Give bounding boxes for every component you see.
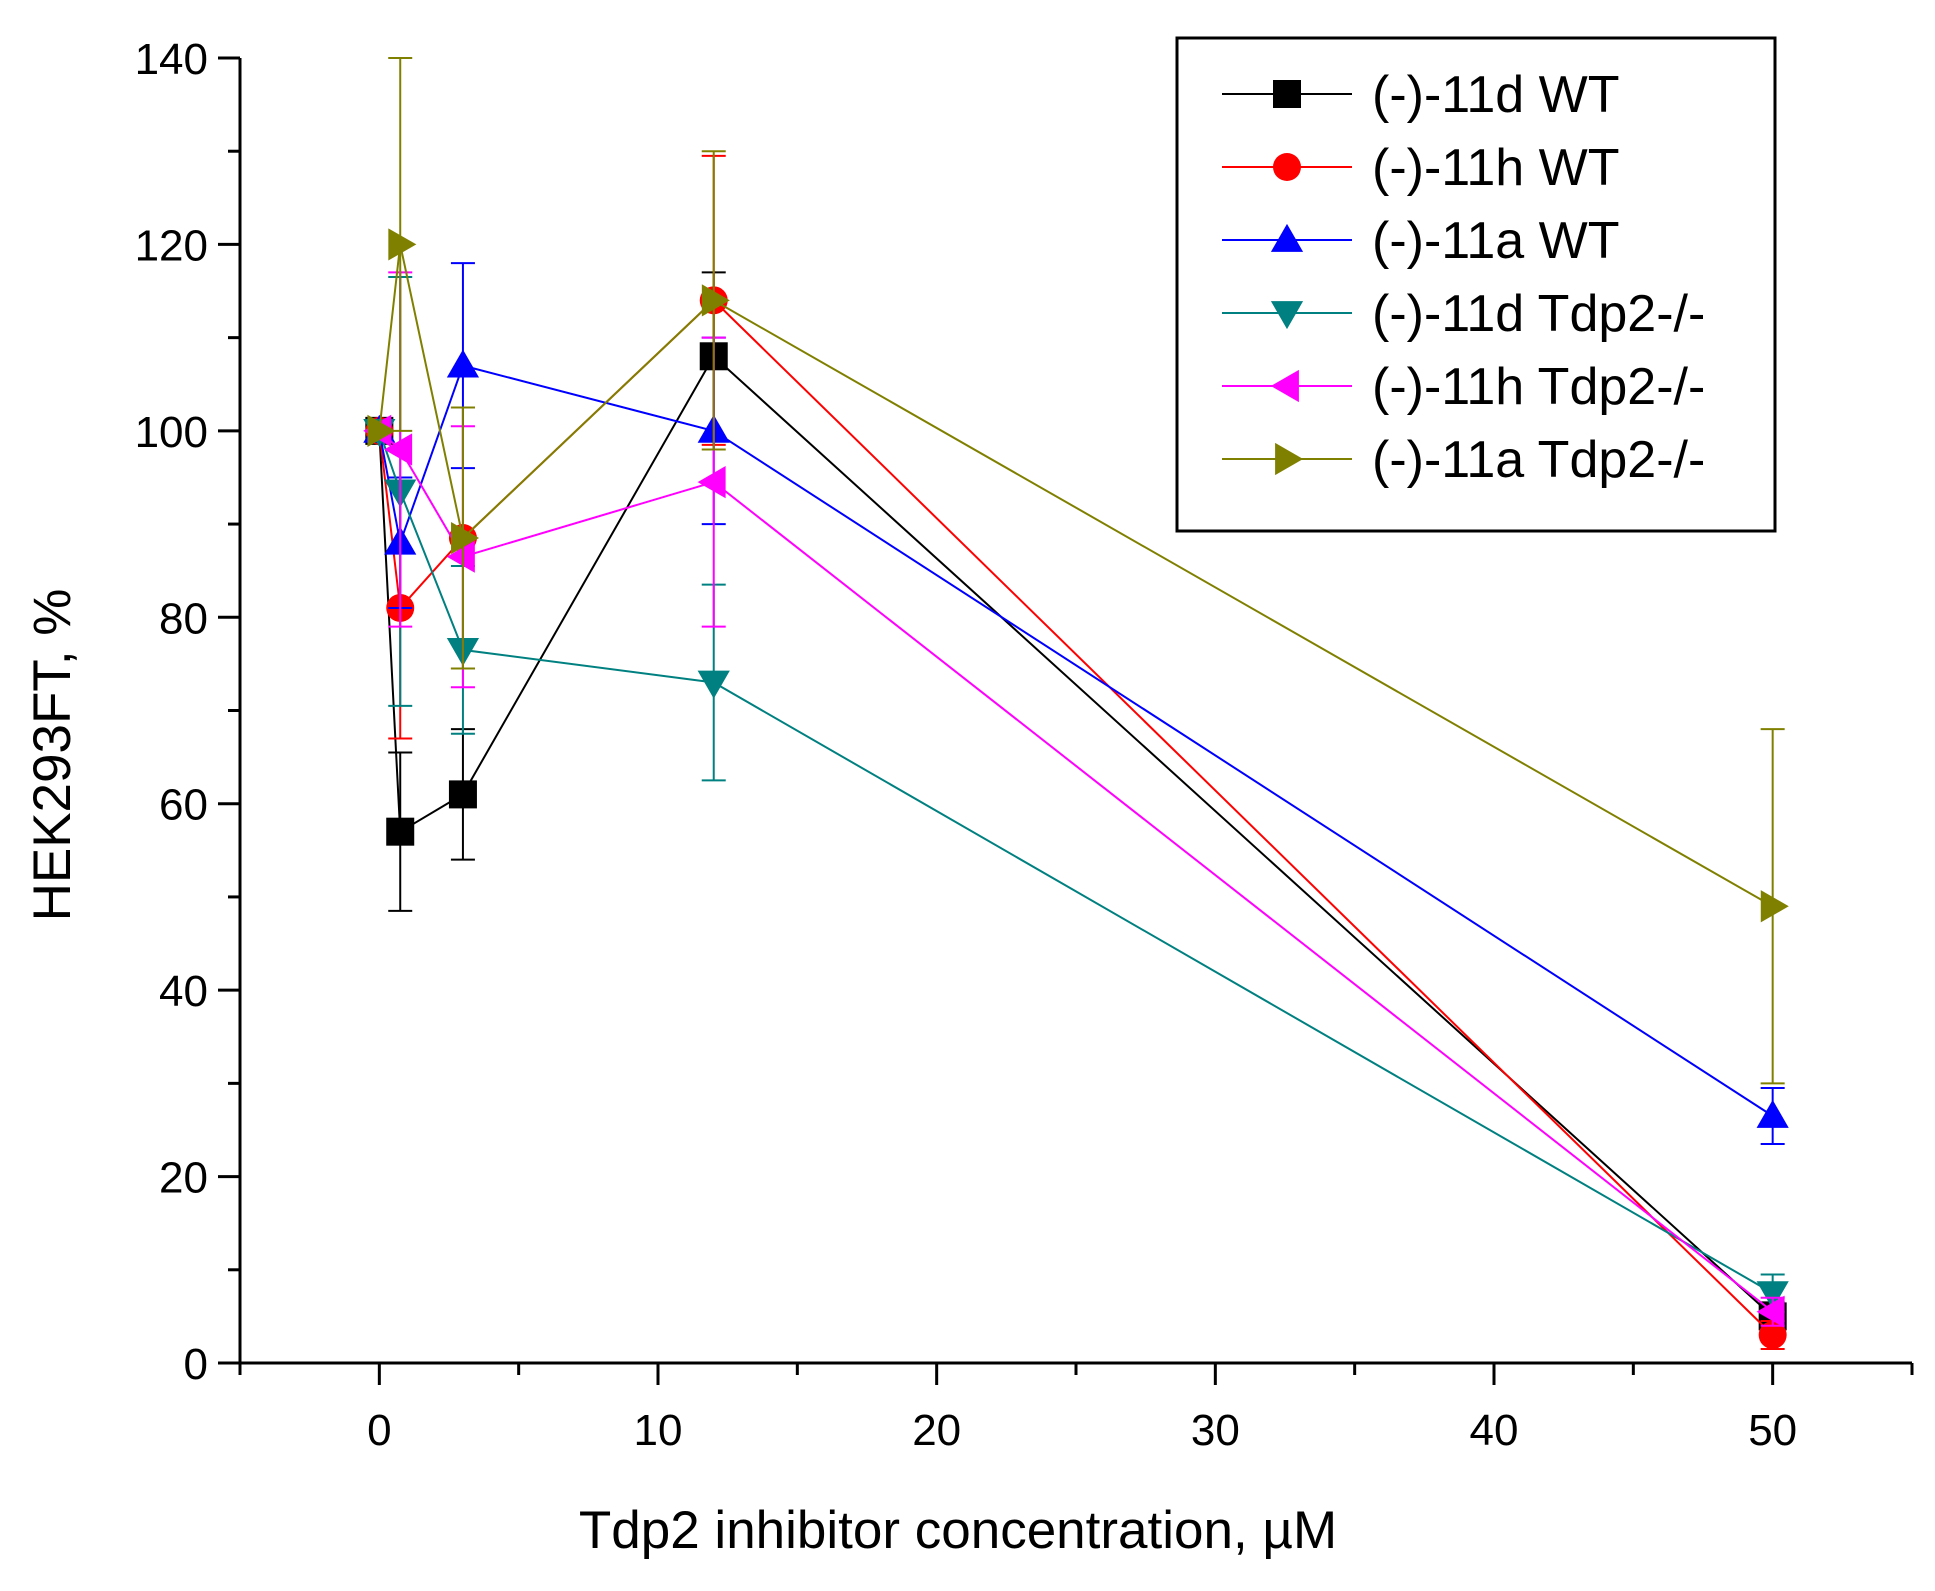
legend-label: (-)-11a WT (1372, 212, 1619, 270)
legend-marker (1273, 80, 1301, 108)
series-line (378, 430, 1774, 1313)
data-point (451, 521, 480, 555)
legend-entry: (-)-11a Tdp2-/- (1222, 431, 1705, 489)
legend-label: (-)-11d Tdp2-/- (1372, 285, 1705, 343)
data-point (697, 466, 726, 499)
legend-label: (-)-11d WT (1372, 66, 1619, 124)
data-point (388, 228, 417, 261)
legend-entry: (-)-11h Tdp2-/- (1222, 358, 1705, 416)
y-tick-label: 60 (159, 781, 208, 830)
axes: 0 20 40 60 80 100 120 140 0 10 20 30 40 50 (135, 35, 1914, 1455)
data-point (1756, 1099, 1789, 1128)
series-group (367, 57, 1789, 1085)
y-tick-label: 80 (159, 594, 208, 643)
legend: (-)-11d WT (-)-11h WT (-)-11a WT (-)-11d Td… (1175, 36, 1777, 533)
x-tick-label: 0 (367, 1406, 391, 1455)
legend-label: (-)-11h Tdp2-/- (1372, 358, 1705, 416)
legend-marker (1270, 301, 1304, 330)
legend-marker (1270, 223, 1304, 252)
y-axis-label: HEK293FT, % (23, 589, 82, 922)
y-tick-label: 100 (135, 408, 208, 457)
x-axis-label: Tdp2 inhibitor concentration, µM (579, 1501, 1337, 1560)
data-point (386, 817, 415, 846)
x-tick-label: 10 (634, 1406, 683, 1455)
series-line (378, 430, 1774, 1294)
data-point (446, 540, 475, 573)
x-tick-label: 50 (1748, 1406, 1797, 1455)
data-point (448, 780, 477, 809)
y-tick-label: 0 (184, 1340, 208, 1389)
data-point (446, 349, 480, 378)
legend-entry: (-)-11a WT (1222, 212, 1619, 270)
legend-marker (1270, 369, 1299, 403)
legend-marker (1273, 153, 1301, 181)
x-tick-label: 40 (1470, 1406, 1519, 1455)
legend-marker (1275, 442, 1304, 476)
y-tick-label: 20 (159, 1154, 208, 1203)
y-tick-label: 140 (135, 35, 208, 84)
legend-label: (-)-11a Tdp2-/- (1372, 431, 1705, 489)
y-tick-label: 120 (135, 221, 208, 270)
data-point (1756, 1295, 1785, 1328)
data-point (1758, 1321, 1787, 1350)
x-tick-label: 30 (1191, 1406, 1240, 1455)
x-tick-label: 20 (912, 1406, 961, 1455)
legend-entry: (-)-11d Tdp2-/- (1222, 285, 1705, 343)
data-point (697, 670, 730, 699)
data-point (1756, 1281, 1789, 1310)
legend-entry: (-)-11d WT (1222, 66, 1619, 124)
data-point (367, 414, 396, 447)
legend-entry: (-)-11h WT (1222, 139, 1619, 197)
data-point (1760, 890, 1789, 923)
y-tick-label: 40 (159, 967, 208, 1016)
legend-label: (-)-11h WT (1372, 139, 1619, 197)
data-point (701, 284, 730, 317)
data-point (384, 433, 413, 466)
series-layer (363, 57, 1789, 1351)
